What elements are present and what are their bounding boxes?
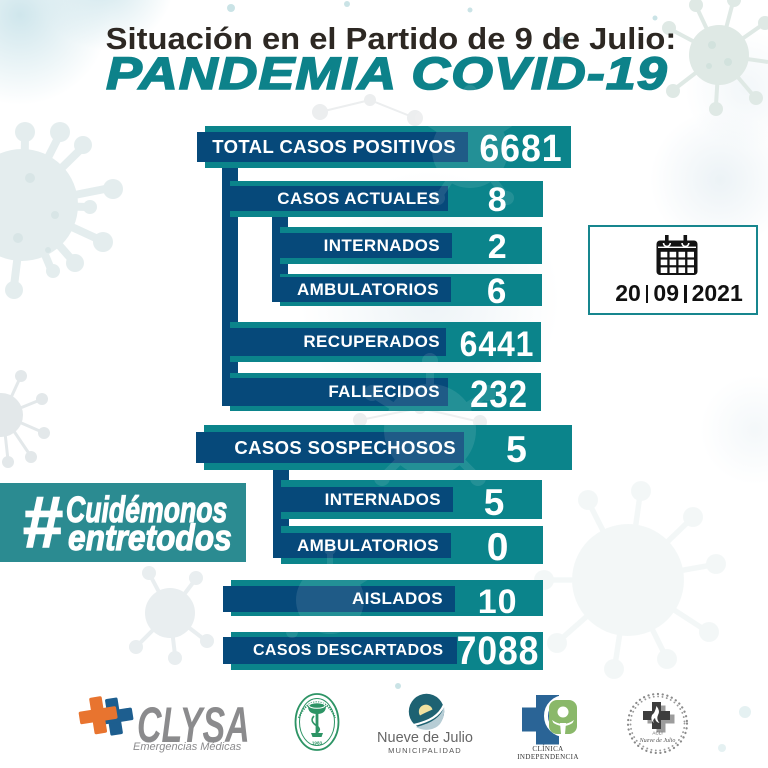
svg-text:ACLI: ACLI — [652, 731, 662, 736]
svg-text:Nueve de Julio: Nueve de Julio — [639, 738, 676, 744]
svg-text:1983: 1983 — [312, 741, 323, 746]
